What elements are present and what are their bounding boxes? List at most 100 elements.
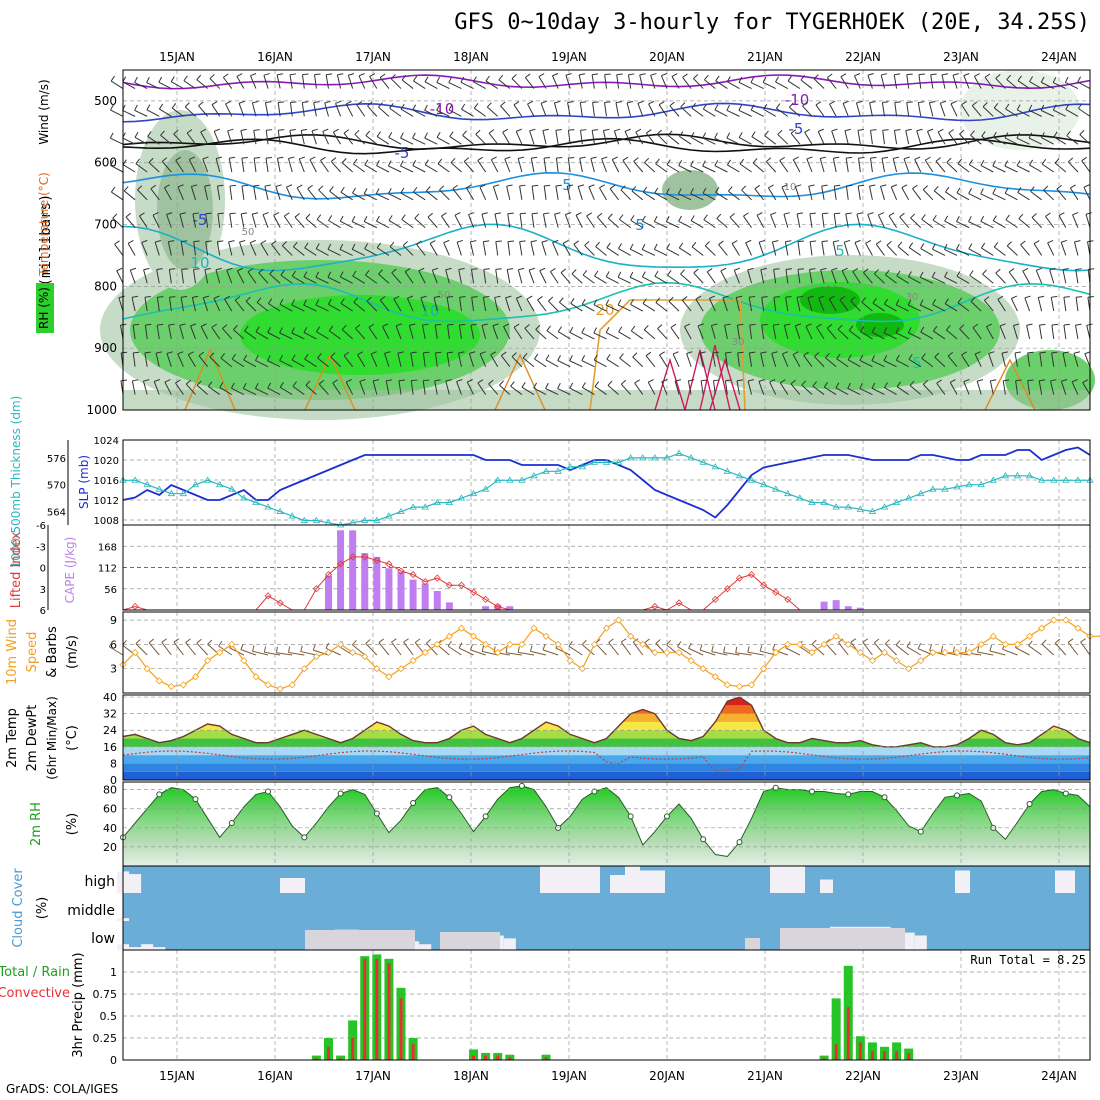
wind-barb: [577, 186, 583, 200]
wind-barb-flag: [445, 267, 452, 271]
wind-barb-flag: [502, 128, 509, 133]
wind-barb: [1004, 137, 1018, 145]
lifted-index-point: [747, 571, 756, 579]
wind-barb-flag: [723, 646, 726, 653]
wind-barb: [842, 103, 849, 117]
wind-barb-flag: [827, 73, 833, 79]
wind-barb: [213, 298, 221, 312]
wind-barb: [642, 276, 656, 284]
wind-barb-flag: [657, 324, 663, 329]
wind-barb-flag: [485, 75, 490, 82]
lifted-index-point: [312, 585, 320, 593]
wind-barb: [277, 130, 281, 145]
wind-barb: [166, 214, 172, 228]
rh2m-point: [1026, 800, 1033, 807]
wind-barb: [921, 218, 934, 229]
temp-contour-label: -5: [395, 144, 410, 162]
wind-barb-flag: [353, 297, 359, 303]
wind-barb-flag: [423, 379, 430, 382]
wind-barb: [470, 649, 486, 656]
wind-barb: [674, 380, 680, 395]
wind-barb: [869, 158, 873, 173]
wind-barb-flag: [346, 379, 352, 383]
thickness-point: [1013, 472, 1022, 479]
wind-barb-flag: [193, 240, 200, 243]
wind-barb-flag: [352, 270, 357, 277]
wind-barb: [264, 651, 281, 656]
wind-barb-flag: [413, 75, 418, 82]
wind-barb: [869, 186, 873, 200]
wind-barb-flag: [775, 76, 779, 83]
wind-barb-flag: [458, 642, 463, 649]
wind-barb-flag: [263, 73, 270, 76]
wind-barb-flag: [375, 188, 380, 195]
wind-barb-flag: [873, 269, 879, 275]
wind-barb: [731, 243, 740, 256]
wind-barb-flag: [702, 103, 707, 110]
wind-barb-flag: [922, 185, 929, 191]
wind-barb: [446, 297, 450, 312]
wind-barb-flag: [544, 184, 551, 187]
wind-barb: [888, 215, 898, 228]
wind-barb: [800, 79, 813, 89]
wind-barb: [808, 186, 813, 200]
wind-barb: [146, 109, 160, 117]
wind-barb: [447, 645, 462, 656]
wind-barb-flag: [177, 184, 184, 188]
wind-barb: [322, 131, 329, 145]
y-tick-pressure: 700: [94, 218, 117, 232]
wind-barb: [690, 220, 704, 229]
wind-barb: [693, 78, 704, 89]
wind-barb-flag: [606, 353, 611, 360]
wind-barb-flag: [1011, 295, 1018, 299]
wind-barb-flag: [891, 184, 898, 188]
wind-barb-flag: [894, 101, 901, 103]
wind-barb-flag: [665, 216, 670, 222]
wind-barb-flag: [785, 296, 792, 298]
wind-barb-flag: [645, 351, 652, 357]
wind-barb-flag: [907, 327, 912, 333]
wind-barb-flag: [816, 323, 822, 328]
wind-barb-flag: [634, 379, 640, 384]
wind-barb-flag: [809, 268, 816, 270]
wind-barb: [226, 270, 233, 284]
rh2m-point: [156, 791, 163, 798]
wind-barb: [559, 301, 571, 312]
wind-barb: [763, 108, 776, 117]
wind-barb: [1073, 241, 1079, 256]
wind-barb-flag: [629, 243, 634, 250]
wind-barb-flag: [412, 160, 417, 166]
lifted-index-point: [385, 560, 393, 568]
wind-barb-flag: [768, 184, 774, 189]
wind-barb-flag: [133, 351, 140, 354]
wind-barb-flag: [307, 184, 313, 190]
wind-barb: [542, 649, 559, 656]
temp-contour-label: -10: [785, 91, 810, 109]
rh2m-point: [337, 790, 344, 797]
wind-barb: [482, 297, 487, 312]
wind-barb-flag: [856, 100, 863, 104]
wind-barb: [255, 388, 269, 395]
wind10-point: [880, 648, 889, 657]
lifted-index-point: [421, 578, 429, 586]
wind-barb: [118, 297, 124, 312]
wind-barb: [234, 299, 245, 312]
wind-barb-flag: [1087, 296, 1094, 298]
wind-barb-flag: [643, 324, 649, 331]
wind-barb-flag: [714, 132, 718, 139]
rh-contour-label: 30: [906, 292, 919, 303]
wind-barb-flag: [567, 101, 574, 104]
wind-barb: [748, 297, 753, 312]
wind-barb-flag: [812, 381, 818, 387]
wind-barb-flag: [175, 156, 182, 161]
wind-barb-flag: [198, 101, 204, 107]
wind-barb: [353, 163, 366, 173]
wind-barb-flag: [614, 128, 621, 132]
wind-barb: [171, 107, 184, 117]
wind-barb-flag: [507, 240, 514, 243]
wind-barb: [558, 331, 571, 340]
wind-barb: [1037, 297, 1043, 312]
wind-barb: [240, 649, 257, 656]
wind-barb-flag: [655, 639, 661, 644]
wind-barb: [239, 241, 245, 256]
